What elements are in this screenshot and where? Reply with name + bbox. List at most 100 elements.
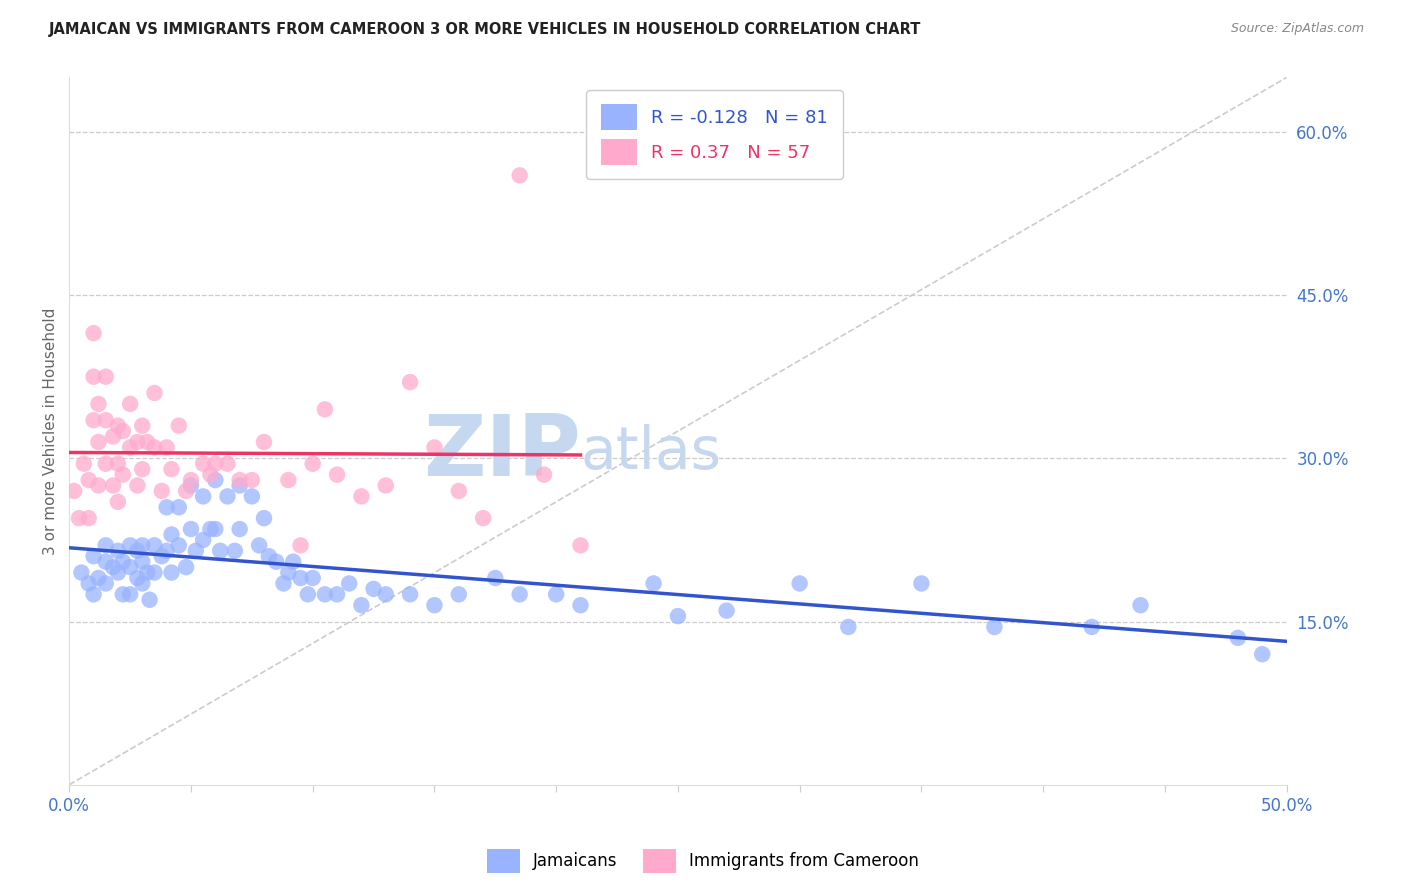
Point	[167, 418, 190, 433]
Point	[253, 434, 276, 449]
Point	[1226, 631, 1249, 645]
Point	[111, 555, 134, 569]
Point	[350, 489, 373, 503]
Point	[472, 511, 495, 525]
Point	[94, 576, 117, 591]
Point	[120, 587, 142, 601]
Point	[107, 418, 129, 433]
Point	[204, 522, 226, 536]
Point	[120, 397, 142, 411]
Point	[180, 473, 202, 487]
Point	[87, 397, 110, 411]
Point	[1129, 598, 1152, 612]
Point	[156, 441, 179, 455]
Point	[136, 566, 159, 580]
Point	[83, 326, 105, 340]
Text: JAMAICAN VS IMMIGRANTS FROM CAMEROON 3 OR MORE VEHICLES IN HOUSEHOLD CORRELATION: JAMAICAN VS IMMIGRANTS FROM CAMEROON 3 O…	[49, 22, 921, 37]
Point	[94, 457, 117, 471]
Point	[167, 538, 190, 552]
Point	[131, 576, 153, 591]
Point	[273, 576, 295, 591]
Text: Source: ZipAtlas.com: Source: ZipAtlas.com	[1230, 22, 1364, 36]
Point	[200, 522, 222, 536]
Point	[217, 489, 239, 503]
Point	[257, 549, 280, 564]
Point	[546, 587, 568, 601]
Point	[63, 483, 86, 498]
Point	[326, 467, 349, 482]
Point	[111, 467, 134, 482]
Point	[374, 478, 396, 492]
Point	[138, 592, 160, 607]
Point	[94, 555, 117, 569]
Point	[983, 620, 1005, 634]
Point	[127, 543, 149, 558]
Point	[94, 538, 117, 552]
Point	[87, 571, 110, 585]
Point	[127, 571, 149, 585]
Point	[150, 549, 173, 564]
Point	[447, 483, 470, 498]
Point	[569, 598, 592, 612]
Point	[264, 555, 287, 569]
Point	[374, 587, 396, 601]
Point	[131, 555, 153, 569]
Point	[301, 457, 323, 471]
Point	[77, 576, 100, 591]
Point	[87, 478, 110, 492]
Point	[101, 560, 124, 574]
Point	[217, 457, 239, 471]
Point	[789, 576, 811, 591]
Point	[180, 522, 202, 536]
Point	[136, 434, 159, 449]
Point	[200, 467, 222, 482]
Point	[131, 462, 153, 476]
Point	[111, 587, 134, 601]
Point	[107, 457, 129, 471]
Point	[87, 434, 110, 449]
Point	[533, 467, 555, 482]
Point	[228, 522, 250, 536]
Point	[191, 489, 214, 503]
Point	[83, 413, 105, 427]
Point	[224, 543, 246, 558]
Point	[143, 386, 166, 401]
Point	[399, 375, 422, 389]
Point	[156, 543, 179, 558]
Point	[204, 457, 226, 471]
Point	[314, 402, 336, 417]
Point	[107, 566, 129, 580]
Point	[350, 598, 373, 612]
Point	[107, 543, 129, 558]
Point	[569, 538, 592, 552]
Point	[143, 538, 166, 552]
Point	[180, 478, 202, 492]
Point	[301, 571, 323, 585]
Point	[160, 566, 183, 580]
Point	[277, 473, 299, 487]
Text: ZIP: ZIP	[423, 411, 581, 494]
Point	[120, 441, 142, 455]
Text: atlas: atlas	[581, 424, 721, 481]
Point	[101, 429, 124, 443]
Legend: Jamaicans, Immigrants from Cameroon: Jamaicans, Immigrants from Cameroon	[479, 842, 927, 880]
Point	[290, 538, 312, 552]
Point	[77, 511, 100, 525]
Point	[184, 543, 207, 558]
Point	[107, 495, 129, 509]
Point	[297, 587, 319, 601]
Point	[290, 571, 312, 585]
Point	[127, 434, 149, 449]
Point	[156, 500, 179, 515]
Point	[83, 369, 105, 384]
Point	[120, 538, 142, 552]
Point	[94, 369, 117, 384]
Point	[94, 413, 117, 427]
Point	[160, 527, 183, 541]
Point	[150, 483, 173, 498]
Point	[174, 560, 197, 574]
Point	[277, 566, 299, 580]
Point	[837, 620, 859, 634]
Point	[283, 555, 305, 569]
Point	[337, 576, 360, 591]
